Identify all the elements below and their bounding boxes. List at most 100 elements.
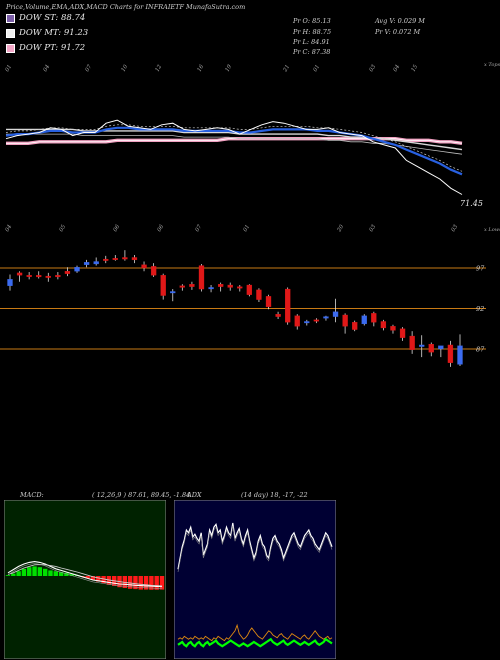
top-tick-label: 01 [313, 64, 322, 73]
dow-st-value: DOW ST: 88.74 [19, 13, 86, 23]
adx-plus-di-line [177, 522, 333, 570]
candle-body [26, 275, 32, 277]
macd-signal-line [7, 564, 163, 587]
candle-body [45, 275, 51, 278]
candle-body [246, 284, 253, 295]
candle-body [399, 328, 406, 338]
dow-mt-value: DOW MT: 91.23 [19, 28, 89, 38]
candle-body [294, 315, 300, 327]
candle-body [352, 322, 358, 330]
adx-minus-di-line [177, 623, 333, 642]
dow-mt-legend: DOW MT: 91.23 [6, 28, 88, 38]
prev-volume: Pr V: 0.072 M [375, 28, 421, 36]
macd-histogram-bar [149, 576, 154, 590]
ema-mid-line-2 [6, 133, 463, 155]
candle-body [237, 286, 243, 289]
candle-body [131, 257, 138, 261]
top-tick-label: 12 [155, 64, 164, 73]
candle-body [74, 267, 80, 272]
macd-histogram-bar [96, 576, 101, 582]
bottom-tick-label: 06 [113, 224, 122, 233]
main-price-chart: 01 04 07 10 12 16 19 21 01 03 04 15 x Tops 04 05 06 06 07… [0, 62, 500, 367]
candle-body [16, 272, 23, 276]
candle-body [419, 344, 425, 347]
top-tick-label: 07 [85, 64, 94, 73]
candle-body [83, 262, 90, 265]
adx-line [177, 637, 333, 648]
bottom-tick-label: 03 [451, 224, 460, 233]
price-line [5, 119, 463, 195]
avg-volume: Avg V: 0.029 M [375, 17, 425, 25]
bottom-tick-label: 07 [195, 224, 204, 233]
price-level-label: 87 [476, 346, 485, 354]
candle-body [380, 321, 387, 329]
candle-body [304, 321, 310, 324]
dow-st-legend: DOW ST: 88.74 [6, 13, 85, 23]
bottom-tick-label: 03 [369, 224, 378, 233]
macd-histogram-bar [64, 572, 69, 576]
last-value-label: 71.45 [460, 199, 483, 208]
candle-body [160, 275, 166, 296]
macd-histogram-bar [138, 576, 143, 590]
candle-body [361, 315, 367, 325]
price-close: Pr C: 87.38 [293, 48, 331, 56]
macd-line-2 [7, 563, 163, 589]
candle-body [275, 314, 281, 317]
candle-body [179, 285, 185, 288]
top-tick-label: 15 [411, 64, 420, 73]
candle-body [227, 284, 233, 288]
macd-histogram-bar [32, 566, 37, 576]
lows-label: x Lows [484, 227, 500, 233]
candle-body [93, 261, 99, 265]
candle-body [447, 344, 454, 363]
candle-body [323, 316, 329, 319]
macd-histogram-bar [69, 574, 74, 576]
macd-label: MACD: [20, 491, 44, 499]
dow-st-swatch [6, 13, 15, 23]
macd-histogram-bar [42, 568, 48, 576]
candle-body [457, 345, 463, 365]
candle-body [371, 313, 377, 323]
top-tick-label: 01 [5, 64, 14, 73]
macd-histogram-bar [85, 576, 90, 579]
candle-body [313, 319, 320, 322]
price-open: Pr O: 85.13 [293, 17, 331, 25]
candle-body [390, 326, 396, 331]
ema-dashed-line [5, 124, 463, 172]
macd-histogram-bar [16, 571, 21, 576]
ema-mid-line [6, 128, 463, 151]
dow-pt-legend: DOW PT: 91.72 [6, 43, 85, 53]
macd-histogram-bar [101, 576, 106, 584]
bottom-tick-label: 04 [5, 224, 14, 233]
macd-histogram-bar [90, 576, 96, 580]
candle-body [208, 287, 214, 290]
macd-histogram-bar [37, 567, 43, 576]
candle-body [265, 296, 272, 308]
chart-title: Price,Volume,EMA,ADX,MACD Charts for INF… [6, 3, 246, 11]
top-tick-label: 04 [43, 64, 52, 73]
bottom-tick-label: 20 [336, 224, 345, 234]
macd-line [7, 561, 163, 588]
candle-body [103, 258, 109, 261]
tops-label: x Tops [484, 62, 500, 68]
adx-label: ADX [187, 491, 202, 499]
candle-body [189, 284, 195, 287]
macd-histogram-bar [48, 570, 53, 576]
top-tick-label: 16 [197, 64, 206, 73]
candle-body [122, 257, 128, 260]
macd-histogram-bar [27, 567, 32, 576]
candle-body [332, 311, 339, 317]
candle-body [438, 345, 444, 350]
macd-panel [4, 500, 166, 659]
bottom-tick-label: 01 [243, 224, 252, 233]
candle-body [428, 343, 434, 353]
price-level-label: 97 [476, 265, 485, 273]
candle-body [150, 266, 157, 276]
candle-body [409, 335, 415, 350]
top-tick-label: 03 [369, 64, 378, 73]
price-high: Pr H: 88.75 [293, 28, 332, 36]
candle-body [342, 314, 348, 327]
dow-pt-value: DOW PT: 91.72 [19, 43, 86, 53]
candle-body [256, 289, 262, 300]
top-tick-label: 19 [225, 64, 234, 73]
